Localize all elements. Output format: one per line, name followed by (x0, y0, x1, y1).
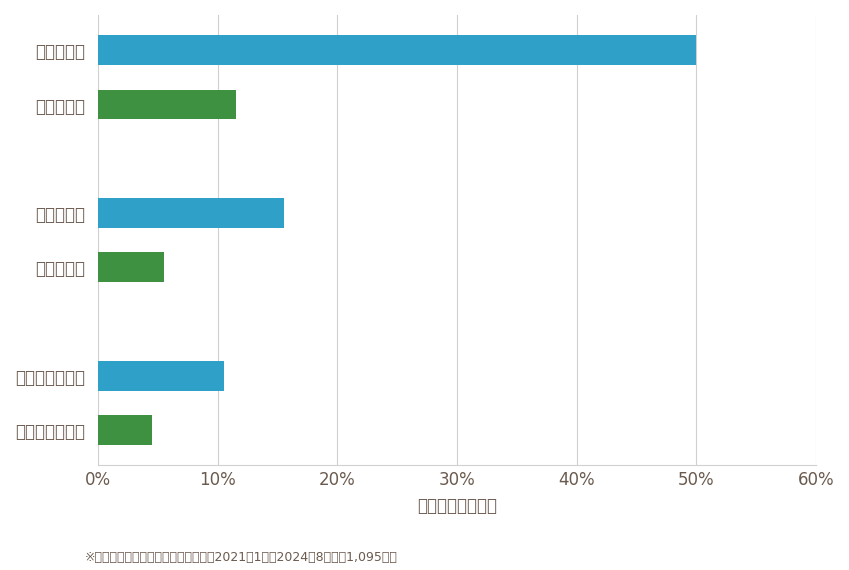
Bar (98, 253, 164, 282)
Bar (98, 415, 152, 445)
Bar (98, 198, 284, 228)
Text: ※弊社受付の案件を対象に集計（期間2021年1月～2024年8月、計1,095件）: ※弊社受付の案件を対象に集計（期間2021年1月～2024年8月、計1,095件… (85, 551, 398, 564)
Bar (98, 361, 224, 390)
Bar (98, 35, 696, 66)
X-axis label: 件数の割合（％）: 件数の割合（％） (417, 497, 497, 515)
Bar (98, 89, 236, 120)
